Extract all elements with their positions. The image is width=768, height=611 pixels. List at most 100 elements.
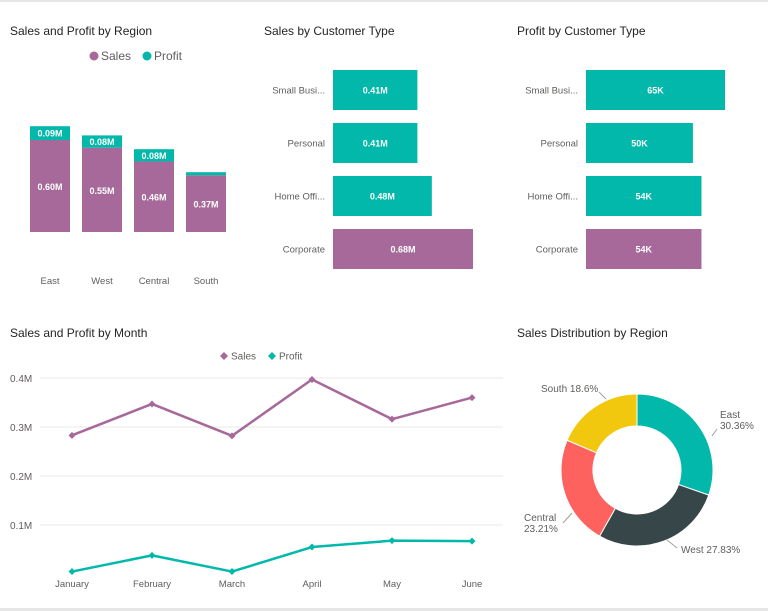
bar-0 (586, 70, 725, 110)
sales-by-customer-type-visual[interactable]: Sales by Customer Type Small Busi... 0.41… (264, 24, 504, 284)
bar-profit-east (30, 126, 70, 140)
y-tick-label-0: Small Busi... (525, 86, 578, 97)
legend-label-profit: Profit (279, 352, 303, 363)
bar-1 (333, 123, 418, 163)
bar-profit-west (82, 135, 122, 148)
legend-marker-profit (268, 352, 276, 360)
x-tick-label-april: April (302, 579, 321, 590)
y-tick-label: 0.1M (10, 521, 32, 532)
sales-distribution-by-region-visual[interactable]: Sales Distribution by Region East 30.36% W… (517, 326, 762, 596)
x-tick-label-central: Central (139, 276, 170, 287)
line-profit (71, 539, 473, 573)
y-tick-label-1: Personal (541, 139, 579, 150)
point-profit-january (68, 568, 76, 576)
x-tick-label-east: East (40, 276, 59, 287)
data-label-profit-central: 0.08M (141, 151, 166, 161)
bar-sales-south (186, 175, 226, 232)
point-profit-june (468, 537, 476, 545)
data-label-sales-south: 0.37M (193, 200, 218, 210)
x-tick-label-june: June (462, 579, 483, 590)
data-label-sales-central: 0.46M (141, 193, 166, 203)
bar-profit-central (134, 149, 174, 162)
data-label-2: 54K (635, 192, 652, 202)
region-stacked-column-chart[interactable]: Sales Profit 0.60M 0.09M East 0.55M 0.08M West 0… (10, 24, 250, 294)
point-profit-may (388, 537, 396, 545)
point-sales-may (388, 415, 396, 423)
sales-profit-by-region-visual[interactable]: Sales and Profit by Region Sales Profit 0.… (10, 24, 250, 294)
leader-line-south (598, 391, 607, 400)
data-label-0: 65K (647, 86, 664, 96)
leader-line-central (562, 512, 573, 524)
bar-profit-south (186, 172, 226, 176)
slice-west (598, 483, 710, 547)
slice-label-central: Central (524, 513, 556, 524)
y-tick-label: 0.4M (10, 374, 32, 385)
x-tick-label-march: March (219, 579, 245, 590)
data-label-1: 50K (631, 139, 648, 149)
x-tick-label-january: January (55, 579, 89, 590)
x-tick-label-february: February (133, 579, 171, 590)
month-line-chart[interactable]: Sales Profit 0.1M 0.2M 0.3M 0.4M January Februa… (10, 326, 505, 596)
y-tick-label-2: Home Offi... (527, 192, 578, 203)
visual-title: Sales Distribution by Region (517, 326, 668, 340)
legend-label-profit: Profit (154, 49, 183, 63)
legend-marker-sales (89, 51, 99, 61)
legend-marker-sales (220, 352, 228, 360)
bar-sales-central (134, 161, 174, 232)
sales-customer-bar-chart[interactable]: Small Busi... 0.41M Personal 0.41M Home Offi… (264, 24, 504, 284)
leader-line-west (666, 539, 678, 549)
y-tick-label-2: Home Offi... (274, 192, 325, 203)
point-profit-february (148, 551, 156, 559)
slice-label-south: South 18.6% (541, 384, 598, 395)
top-border (0, 0, 768, 2)
slice-label-east: 30.36% (720, 421, 754, 432)
leader-line-east (711, 428, 718, 437)
data-label-3: 0.68M (390, 245, 415, 255)
legend-marker-profit (142, 51, 152, 61)
data-label-sales-west: 0.55M (89, 186, 114, 196)
legend-label-sales: Sales (101, 49, 131, 63)
slice-south (566, 393, 638, 454)
point-sales-april (308, 375, 316, 383)
y-tick-label-0: Small Busi... (272, 86, 325, 97)
point-profit-march (228, 568, 236, 576)
bar-3 (586, 229, 702, 269)
slice-east (636, 393, 714, 496)
bar-0 (333, 70, 418, 110)
bottom-border (0, 608, 768, 611)
point-sales-june (468, 394, 476, 402)
point-profit-april (308, 543, 316, 551)
point-sales-january (68, 431, 76, 439)
x-tick-label-may: May (383, 579, 401, 590)
data-label-profit-east: 0.09M (37, 129, 62, 139)
data-label-profit-west: 0.08M (89, 137, 114, 147)
y-tick-label-1: Personal (288, 139, 326, 150)
bar-sales-east (30, 140, 70, 232)
x-tick-label-west: West (91, 276, 113, 287)
y-tick-label: 0.3M (10, 423, 32, 434)
line-sales (71, 378, 473, 438)
legend-label-sales: Sales (231, 352, 256, 363)
slice-label-west: West 27.83% (681, 545, 740, 556)
data-label-2: 0.48M (370, 192, 395, 202)
y-tick-label-3: Corporate (536, 245, 578, 256)
visual-title: Sales and Profit by Region (10, 24, 153, 38)
bar-2 (333, 176, 432, 216)
slice-label-east: East (720, 410, 740, 421)
y-tick-label-3: Corporate (283, 245, 325, 256)
x-tick-label-south: South (194, 276, 219, 287)
data-label-0: 0.41M (363, 86, 388, 96)
bar-3 (333, 229, 473, 269)
point-sales-february (148, 400, 156, 408)
slice-label-central: 23.21% (524, 524, 558, 535)
bar-sales-west (82, 147, 122, 232)
bar-2 (586, 176, 702, 216)
profit-customer-bar-chart[interactable]: Small Busi... 65K Personal 50K Home Offi... 5… (517, 24, 757, 284)
data-label-sales-east: 0.60M (37, 182, 62, 192)
data-label-3: 54K (635, 245, 652, 255)
visual-title: Profit by Customer Type (517, 24, 646, 38)
sales-profit-by-month-visual[interactable]: Sales and Profit by Month Sales Profit 0.1… (10, 326, 505, 596)
visual-title: Sales and Profit by Month (10, 326, 148, 340)
profit-by-customer-type-visual[interactable]: Profit by Customer Type Small Busi... 65K… (517, 24, 757, 284)
